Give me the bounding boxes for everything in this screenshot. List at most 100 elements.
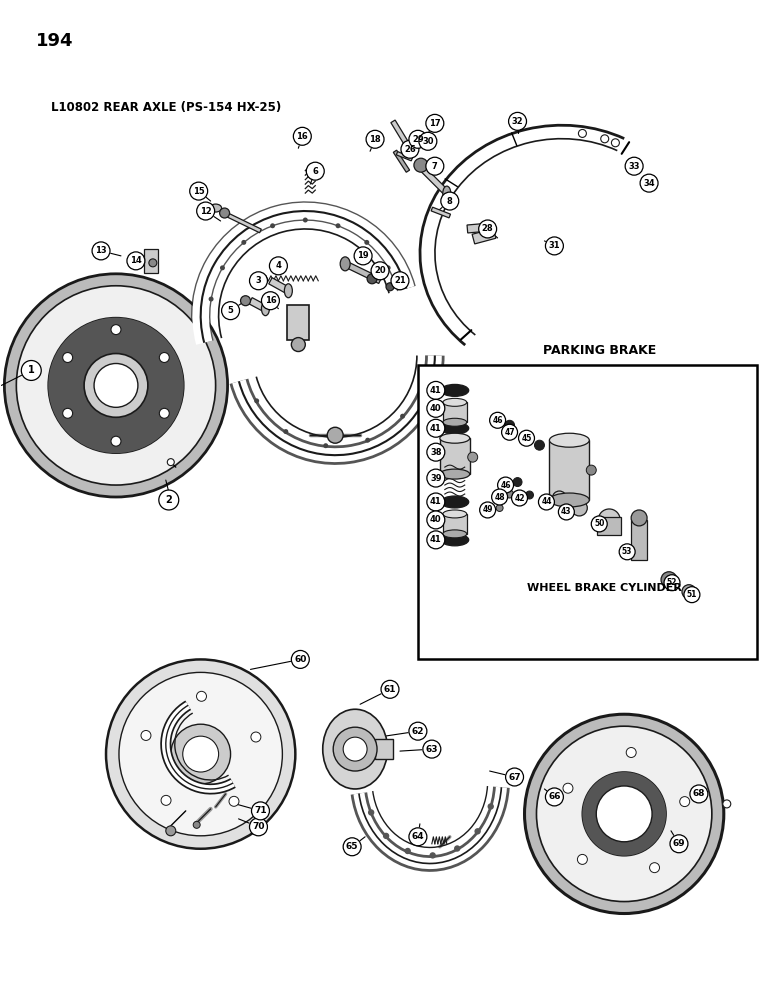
Text: 51: 51 xyxy=(686,590,697,599)
Circle shape xyxy=(149,259,157,267)
Bar xyxy=(440,438,470,474)
Circle shape xyxy=(127,252,145,270)
Bar xyxy=(549,440,589,500)
Text: 61: 61 xyxy=(384,685,396,694)
Circle shape xyxy=(208,297,214,302)
Text: PARKING BRAKE: PARKING BRAKE xyxy=(543,344,656,357)
Circle shape xyxy=(552,491,566,505)
Bar xyxy=(375,739,393,759)
Circle shape xyxy=(292,650,310,668)
Circle shape xyxy=(427,419,445,437)
Circle shape xyxy=(631,510,647,526)
Polygon shape xyxy=(269,278,290,294)
Text: 20: 20 xyxy=(374,266,386,275)
Text: 14: 14 xyxy=(130,256,142,265)
Circle shape xyxy=(534,440,544,450)
Circle shape xyxy=(496,504,503,511)
Text: 52: 52 xyxy=(667,578,677,587)
Circle shape xyxy=(16,286,215,485)
Text: 64: 64 xyxy=(412,832,424,841)
Circle shape xyxy=(509,112,526,130)
Circle shape xyxy=(343,737,367,761)
Circle shape xyxy=(596,786,652,842)
Text: 15: 15 xyxy=(193,187,204,196)
Circle shape xyxy=(427,493,445,511)
Circle shape xyxy=(369,810,374,815)
Ellipse shape xyxy=(440,433,470,443)
Text: 41: 41 xyxy=(430,535,441,544)
Circle shape xyxy=(502,424,518,440)
Text: 42: 42 xyxy=(514,494,525,503)
Text: 26: 26 xyxy=(404,145,416,154)
Ellipse shape xyxy=(340,257,350,271)
Circle shape xyxy=(366,130,384,148)
Text: 40: 40 xyxy=(430,404,441,413)
Text: 13: 13 xyxy=(95,246,107,255)
Circle shape xyxy=(598,509,620,531)
Circle shape xyxy=(526,491,534,499)
Circle shape xyxy=(414,158,428,172)
Circle shape xyxy=(94,363,138,407)
Circle shape xyxy=(475,829,480,834)
Bar xyxy=(472,229,496,244)
Circle shape xyxy=(111,436,121,446)
Circle shape xyxy=(193,821,200,828)
Circle shape xyxy=(251,802,269,820)
Circle shape xyxy=(427,511,445,529)
Circle shape xyxy=(498,477,513,493)
Circle shape xyxy=(601,135,608,143)
Text: 16: 16 xyxy=(264,296,276,305)
Circle shape xyxy=(343,838,361,856)
Text: 53: 53 xyxy=(622,547,633,556)
Text: 68: 68 xyxy=(693,789,705,798)
Circle shape xyxy=(420,376,425,381)
Text: 70: 70 xyxy=(252,822,264,831)
Circle shape xyxy=(625,157,643,175)
Circle shape xyxy=(293,127,311,145)
Circle shape xyxy=(167,459,174,466)
Circle shape xyxy=(251,732,261,742)
Circle shape xyxy=(159,490,179,510)
Circle shape xyxy=(419,132,437,150)
Circle shape xyxy=(183,736,218,772)
Text: 32: 32 xyxy=(512,117,523,126)
Text: 21: 21 xyxy=(394,276,406,285)
Ellipse shape xyxy=(549,493,589,507)
Circle shape xyxy=(512,490,527,506)
Circle shape xyxy=(111,325,121,335)
Polygon shape xyxy=(431,207,451,218)
Circle shape xyxy=(261,292,279,310)
Circle shape xyxy=(166,826,176,836)
Circle shape xyxy=(479,220,497,238)
Text: 5: 5 xyxy=(228,306,233,315)
Circle shape xyxy=(171,724,231,784)
Circle shape xyxy=(572,500,587,516)
Circle shape xyxy=(354,247,372,265)
Circle shape xyxy=(455,846,459,851)
Circle shape xyxy=(427,381,445,399)
Circle shape xyxy=(409,722,427,740)
Text: 39: 39 xyxy=(430,474,441,483)
Text: 40: 40 xyxy=(430,515,441,524)
Text: 44: 44 xyxy=(541,497,551,506)
Circle shape xyxy=(62,353,73,362)
Circle shape xyxy=(48,318,184,453)
Circle shape xyxy=(386,283,394,291)
Circle shape xyxy=(640,174,658,192)
Polygon shape xyxy=(391,120,412,151)
Polygon shape xyxy=(404,145,417,153)
Circle shape xyxy=(538,494,555,510)
Circle shape xyxy=(62,408,73,418)
Circle shape xyxy=(159,408,169,418)
Circle shape xyxy=(384,833,388,838)
Polygon shape xyxy=(396,152,413,161)
Circle shape xyxy=(371,262,389,280)
Text: 41: 41 xyxy=(430,497,441,506)
Text: 3: 3 xyxy=(256,276,261,285)
Circle shape xyxy=(505,490,513,498)
Circle shape xyxy=(250,272,268,290)
Circle shape xyxy=(197,202,215,220)
Circle shape xyxy=(431,853,435,858)
Circle shape xyxy=(106,659,296,849)
Circle shape xyxy=(670,835,688,853)
